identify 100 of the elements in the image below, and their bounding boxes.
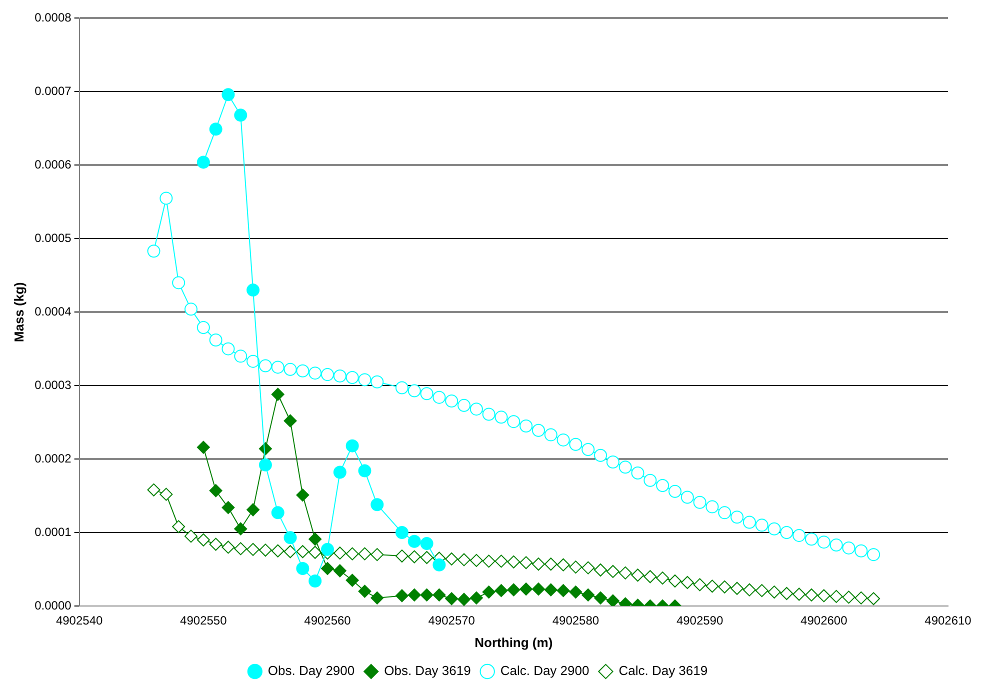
point: [160, 192, 173, 205]
point: [458, 553, 471, 566]
legend-label: Calc. Day 3619: [618, 663, 708, 678]
point: [569, 586, 582, 599]
point: [432, 390, 446, 404]
point: [196, 321, 210, 334]
point: [520, 419, 533, 432]
point: [234, 350, 248, 363]
point: [544, 583, 558, 596]
point: [768, 522, 781, 536]
point: [817, 589, 830, 602]
point: [408, 384, 421, 398]
point: [656, 479, 670, 492]
point: [284, 362, 297, 376]
point: [222, 342, 235, 356]
y-tick-label: 0.0004: [34, 304, 72, 318]
point: [656, 572, 670, 585]
point: [222, 88, 235, 102]
point: [830, 538, 843, 552]
point: [346, 370, 359, 384]
y-tick-label: 0.0005: [34, 230, 72, 245]
point: [804, 532, 818, 546]
point: [582, 561, 595, 574]
point: [804, 588, 818, 602]
point: [196, 440, 210, 454]
point: [222, 540, 235, 554]
legend-label: Obs. Day 3619: [384, 663, 471, 678]
point: [258, 359, 272, 372]
point: [420, 551, 434, 564]
point: [718, 506, 732, 520]
point: [644, 570, 657, 584]
y-tick-label: 0.0008: [34, 10, 72, 25]
point: [544, 428, 558, 442]
point: [160, 488, 173, 501]
point: [606, 594, 620, 606]
point: [209, 334, 222, 347]
point: [742, 583, 756, 596]
point: [520, 556, 533, 570]
point: [308, 366, 322, 380]
point: [432, 588, 446, 602]
point: [308, 546, 322, 559]
point: [246, 354, 260, 368]
point: [482, 586, 496, 599]
point: [333, 370, 346, 383]
point: [395, 526, 408, 540]
point: [817, 536, 830, 549]
point: [234, 108, 248, 122]
point: [258, 544, 272, 557]
point: [556, 584, 570, 598]
point: [333, 466, 346, 479]
point: [370, 548, 384, 562]
point: [470, 554, 483, 567]
point: [321, 542, 334, 556]
point: [780, 587, 794, 600]
point: [680, 490, 694, 504]
point: [172, 276, 186, 290]
point: [730, 510, 744, 524]
point: [792, 528, 806, 542]
point: [631, 568, 644, 582]
point: [258, 458, 272, 472]
point: [470, 402, 483, 416]
point: [172, 520, 186, 534]
point: [830, 590, 843, 603]
point: [594, 448, 608, 462]
point: [582, 588, 595, 602]
point: [346, 547, 359, 560]
point: [370, 375, 384, 388]
point: [569, 560, 582, 574]
point: [792, 588, 806, 601]
point: [706, 500, 719, 514]
point: [742, 516, 756, 529]
y-axis-title: Mass (kg): [11, 282, 26, 342]
x-axis-title: Northing (m): [474, 634, 553, 650]
point: [482, 408, 496, 421]
y-tick-label: 0.0003: [34, 378, 72, 392]
x-tick-label: 4902550: [180, 614, 228, 628]
point: [296, 488, 310, 502]
point: [271, 544, 284, 558]
point: [631, 466, 644, 480]
point: [209, 538, 222, 551]
x-tick-label: 4902590: [676, 614, 724, 628]
x-tick-label: 4902600: [800, 614, 848, 628]
point: [532, 582, 545, 596]
point: [618, 460, 632, 474]
legend-label: Calc. Day 2900: [500, 663, 590, 678]
x-tick-label: 4902540: [56, 614, 103, 628]
point: [755, 584, 768, 598]
point: [854, 544, 868, 558]
point: [296, 562, 310, 576]
y-tick-label: 0.0001: [34, 524, 72, 539]
point: [284, 531, 297, 544]
x-tick-label: 4902570: [428, 614, 476, 628]
point: [246, 284, 260, 297]
point: [494, 410, 508, 424]
point: [668, 574, 682, 588]
point: [408, 534, 421, 548]
point: [184, 530, 198, 543]
point: [693, 578, 706, 592]
point: [854, 591, 868, 604]
point: [594, 591, 608, 604]
